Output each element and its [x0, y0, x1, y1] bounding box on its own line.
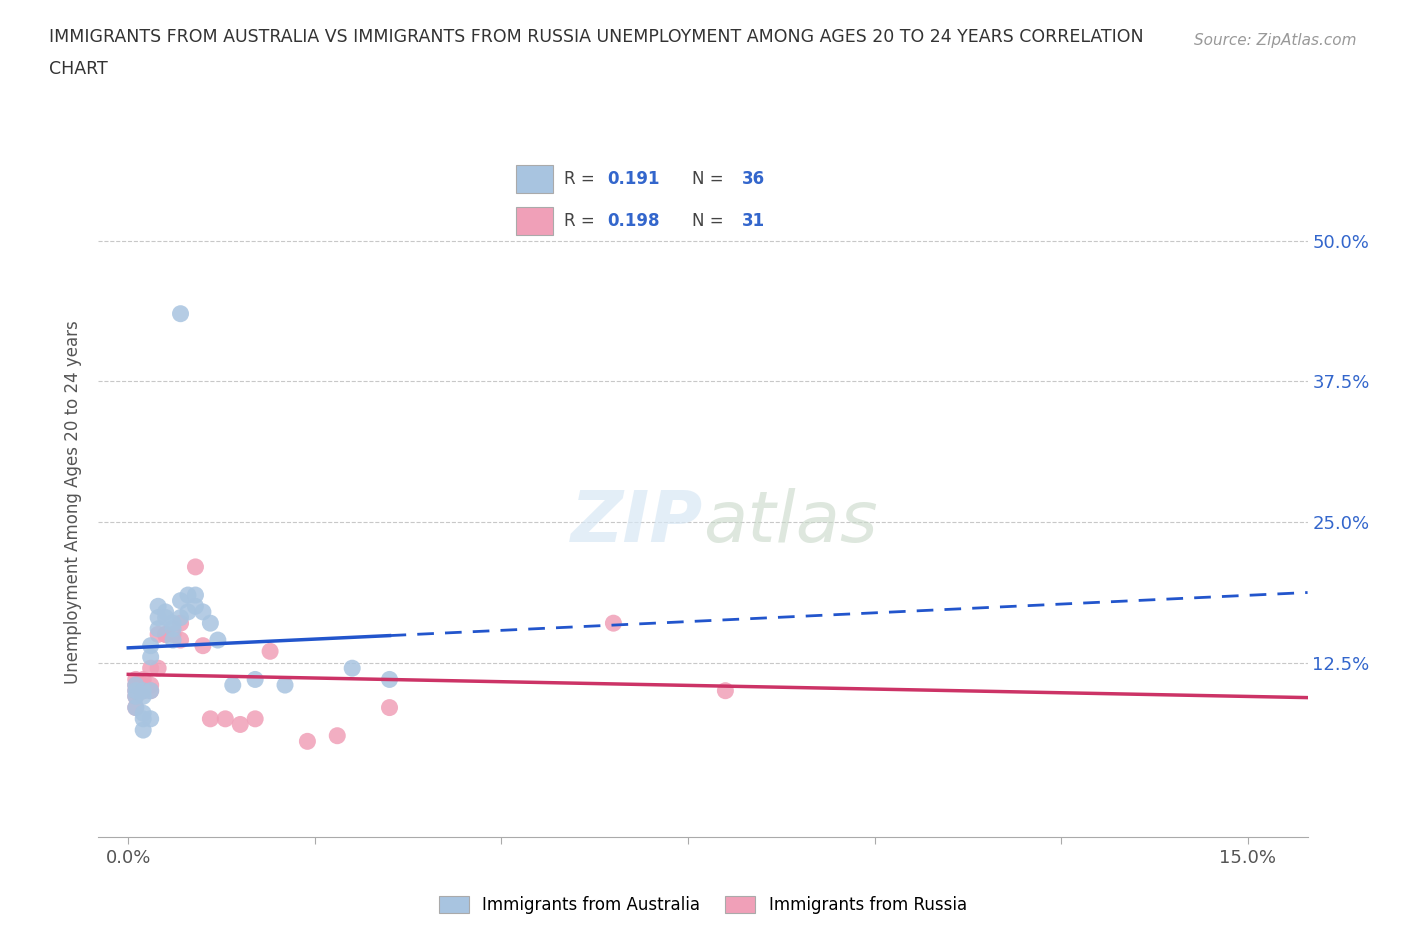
Point	[125, 700, 148, 715]
Point	[132, 723, 155, 737]
Text: N =: N =	[692, 212, 728, 231]
Point	[378, 672, 401, 687]
Point	[132, 684, 155, 698]
Point	[146, 621, 169, 636]
Text: atlas: atlas	[703, 488, 877, 557]
Point	[378, 700, 401, 715]
Point	[207, 632, 229, 647]
Point	[125, 689, 148, 704]
Point	[155, 604, 177, 619]
Text: 36: 36	[742, 169, 765, 188]
Text: N =: N =	[692, 169, 728, 188]
Text: Source: ZipAtlas.com: Source: ZipAtlas.com	[1194, 33, 1357, 47]
Text: R =: R =	[564, 169, 599, 188]
Point	[155, 610, 177, 625]
Point	[125, 684, 148, 698]
Point	[184, 599, 207, 614]
Point	[132, 672, 155, 687]
Point	[132, 684, 155, 698]
Text: ZIP: ZIP	[571, 488, 703, 557]
Point	[243, 672, 266, 687]
Point	[714, 684, 737, 698]
Point	[200, 711, 222, 726]
Point	[146, 610, 169, 625]
Text: R =: R =	[564, 212, 599, 231]
Point	[177, 604, 200, 619]
Point	[132, 711, 155, 726]
FancyBboxPatch shape	[516, 165, 554, 193]
Point	[169, 632, 191, 647]
Point	[139, 684, 162, 698]
Point	[274, 678, 297, 693]
Point	[132, 706, 155, 721]
Point	[125, 678, 148, 693]
Point	[162, 627, 184, 642]
Point	[169, 610, 191, 625]
Point	[139, 649, 162, 664]
Point	[125, 678, 148, 693]
Point	[222, 678, 245, 693]
Point	[146, 627, 169, 642]
Point	[326, 728, 349, 743]
Point	[297, 734, 319, 749]
Point	[146, 660, 169, 675]
Point	[139, 711, 162, 726]
Point	[169, 616, 191, 631]
Point	[132, 678, 155, 693]
Text: 0.198: 0.198	[607, 212, 659, 231]
Legend: Immigrants from Australia, Immigrants from Russia: Immigrants from Australia, Immigrants fr…	[430, 887, 976, 923]
FancyBboxPatch shape	[516, 207, 554, 235]
Point	[191, 604, 214, 619]
Point	[139, 678, 162, 693]
Point	[162, 616, 184, 631]
Text: 31: 31	[742, 212, 765, 231]
Point	[125, 684, 148, 698]
Point	[243, 711, 266, 726]
Point	[155, 627, 177, 642]
Point	[169, 593, 191, 608]
Y-axis label: Unemployment Among Ages 20 to 24 years: Unemployment Among Ages 20 to 24 years	[65, 320, 83, 684]
Point	[125, 672, 148, 687]
Point	[191, 638, 214, 653]
Point	[214, 711, 236, 726]
Point	[139, 684, 162, 698]
Point	[259, 644, 281, 658]
Point	[184, 588, 207, 603]
Text: CHART: CHART	[49, 60, 108, 78]
Point	[184, 560, 207, 575]
Point	[200, 616, 222, 631]
Point	[162, 632, 184, 647]
Point	[139, 638, 162, 653]
Point	[177, 588, 200, 603]
Point	[125, 700, 148, 715]
Point	[125, 689, 148, 704]
Point	[146, 599, 169, 614]
Text: 0.191: 0.191	[607, 169, 659, 188]
Point	[155, 627, 177, 642]
Point	[229, 717, 252, 732]
Point	[602, 616, 624, 631]
Point	[340, 660, 363, 675]
Point	[132, 684, 155, 698]
Point	[162, 621, 184, 636]
Text: IMMIGRANTS FROM AUSTRALIA VS IMMIGRANTS FROM RUSSIA UNEMPLOYMENT AMONG AGES 20 T: IMMIGRANTS FROM AUSTRALIA VS IMMIGRANTS …	[49, 28, 1144, 46]
Point	[139, 660, 162, 675]
Point	[132, 689, 155, 704]
Point	[169, 306, 191, 321]
